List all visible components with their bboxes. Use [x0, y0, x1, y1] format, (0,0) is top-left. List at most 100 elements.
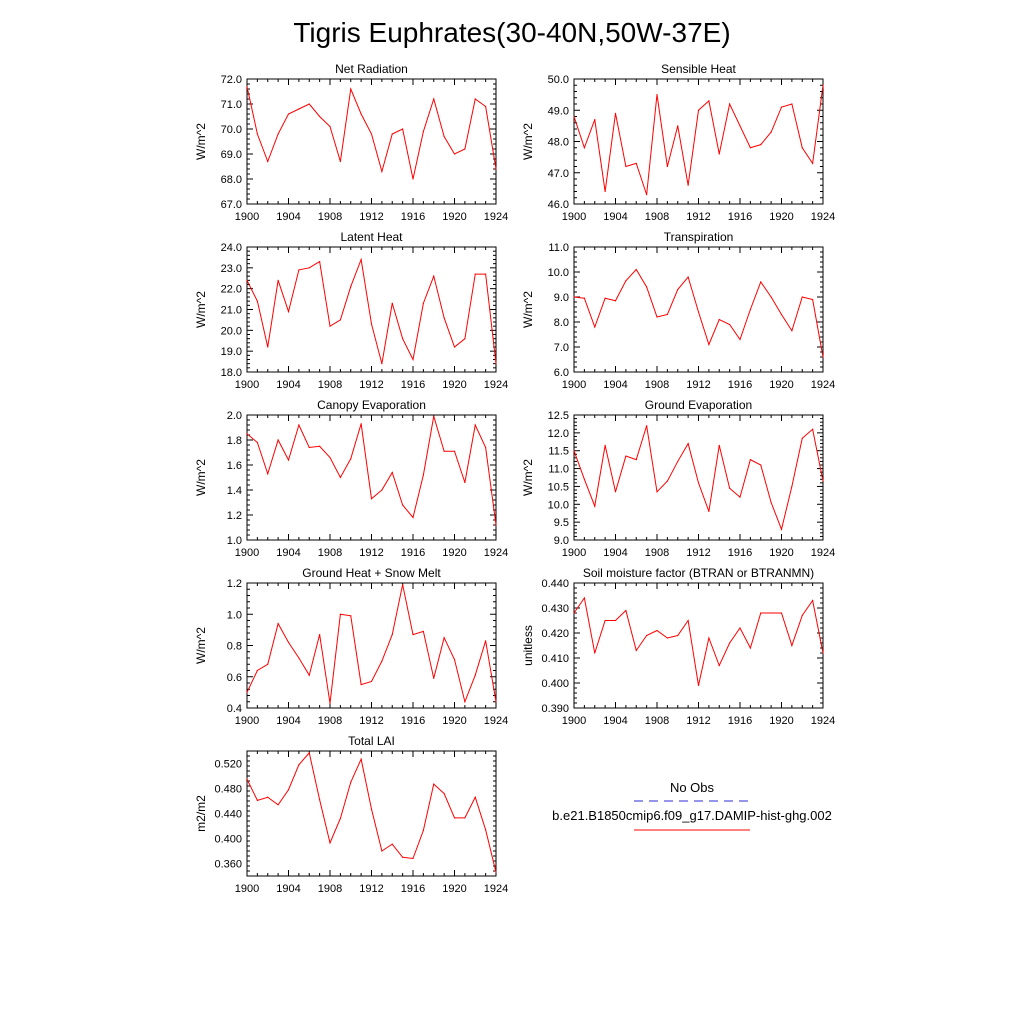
x-tick-label: 1900 [235, 715, 259, 727]
data-point [739, 496, 741, 498]
y-tick-label: 11.0 [548, 242, 569, 254]
data-point [812, 162, 814, 164]
data-point [760, 612, 762, 614]
data-point [256, 133, 258, 135]
y-tick-label: 9.5 [554, 517, 569, 529]
data-point [822, 356, 824, 358]
data-point [246, 433, 248, 435]
plot-frame [246, 78, 497, 205]
x-tick-label: 1920 [769, 211, 793, 223]
y-axis-label: W/m^2 [521, 291, 535, 328]
x-tick-label: 1920 [769, 379, 793, 391]
x-tick-label: 1904 [276, 211, 300, 223]
plot-frame [246, 246, 497, 373]
data-point [594, 119, 596, 121]
data-point [812, 599, 814, 602]
y-axis-label: W/m^2 [194, 291, 208, 328]
series-line [573, 596, 824, 686]
data-point [287, 789, 290, 791]
data-point [485, 105, 487, 108]
data-point [780, 528, 783, 530]
data-point [614, 112, 617, 114]
data-point [339, 817, 341, 820]
y-tick-label: 9.0 [554, 292, 569, 304]
data-point [697, 482, 700, 484]
y-axis-label: W/m^2 [194, 459, 208, 496]
data-point [287, 459, 290, 461]
data-point [656, 316, 658, 318]
data-point [298, 424, 300, 426]
x-tick-label: 1900 [562, 211, 586, 223]
data-point [246, 85, 248, 88]
x-tick-label: 1916 [728, 211, 752, 223]
data-point [246, 279, 248, 281]
panel-ground-heat-snow-melt: 1900 1904 1908 1912 1916 1920 1924 0.4 0.6 0.8 1.0… [194, 566, 508, 727]
panel-net-radiation: 1900 1904 1908 1912 1916 1920 1924 67.0 68.0 69.0… [194, 62, 508, 223]
data-point [256, 300, 258, 302]
data-point [433, 275, 435, 277]
x-tick-label: 1908 [318, 883, 342, 895]
y-tick-label: 0.360 [214, 859, 242, 871]
data-point [287, 113, 290, 115]
data-point [402, 128, 404, 130]
data-point [422, 474, 424, 476]
series-line [246, 86, 497, 180]
x-tick-label: 1924 [811, 547, 835, 559]
data-point [656, 629, 658, 632]
data-point [360, 113, 362, 115]
data-point [391, 471, 393, 474]
data-point [277, 804, 279, 806]
y-axis-label: W/m^2 [521, 459, 535, 496]
data-point [749, 308, 751, 311]
data-point [433, 98, 435, 100]
data-point [412, 178, 414, 180]
data-point [625, 280, 627, 282]
data-point [625, 609, 627, 612]
data-point [625, 455, 627, 457]
data-point [791, 330, 793, 332]
data-point [453, 450, 456, 452]
y-tick-label: 0.430 [541, 603, 569, 615]
data-point [495, 701, 497, 703]
x-tick-label: 1912 [359, 715, 383, 727]
legend-label-model-run: b.e21.B1850cmip6.f09_g17.DAMIP-hist-ghg.… [552, 808, 832, 823]
data-point [594, 505, 596, 507]
data-point [687, 184, 689, 186]
x-tick-label: 1904 [276, 715, 300, 727]
data-point [433, 415, 435, 417]
y-tick-label: 1.2 [227, 578, 242, 590]
data-point [319, 115, 321, 118]
data-point [453, 153, 456, 155]
x-tick-label: 1924 [484, 715, 508, 727]
x-tick-label: 1904 [603, 715, 627, 727]
y-tick-label: 0.8 [227, 641, 242, 653]
y-tick-label: 0.6 [227, 672, 242, 684]
data-point [267, 663, 269, 665]
data-point [614, 491, 617, 493]
data-point [677, 634, 679, 637]
y-tick-label: 49.0 [548, 105, 569, 117]
data-point [677, 288, 679, 291]
x-tick-label: 1916 [728, 715, 752, 727]
data-point [464, 701, 466, 703]
series-line [246, 416, 497, 526]
data-point [381, 660, 383, 662]
y-tick-label: 12.0 [548, 428, 569, 440]
x-tick-label: 1912 [686, 715, 710, 727]
x-tick-label: 1908 [645, 211, 669, 223]
x-tick-label: 1920 [442, 883, 466, 895]
data-point [635, 268, 637, 271]
x-tick-label: 1904 [276, 883, 300, 895]
y-tick-label: 11.5 [548, 446, 569, 458]
data-point [381, 489, 383, 491]
x-tick-label: 1920 [769, 715, 793, 727]
data-point [760, 144, 762, 146]
x-tick-label: 1916 [401, 883, 425, 895]
data-point [635, 162, 637, 164]
data-point [760, 281, 762, 283]
data-point [708, 343, 710, 346]
x-tick-label: 1924 [484, 547, 508, 559]
data-point [687, 276, 689, 278]
y-tick-label: 67.0 [221, 199, 242, 211]
data-point [474, 273, 476, 275]
